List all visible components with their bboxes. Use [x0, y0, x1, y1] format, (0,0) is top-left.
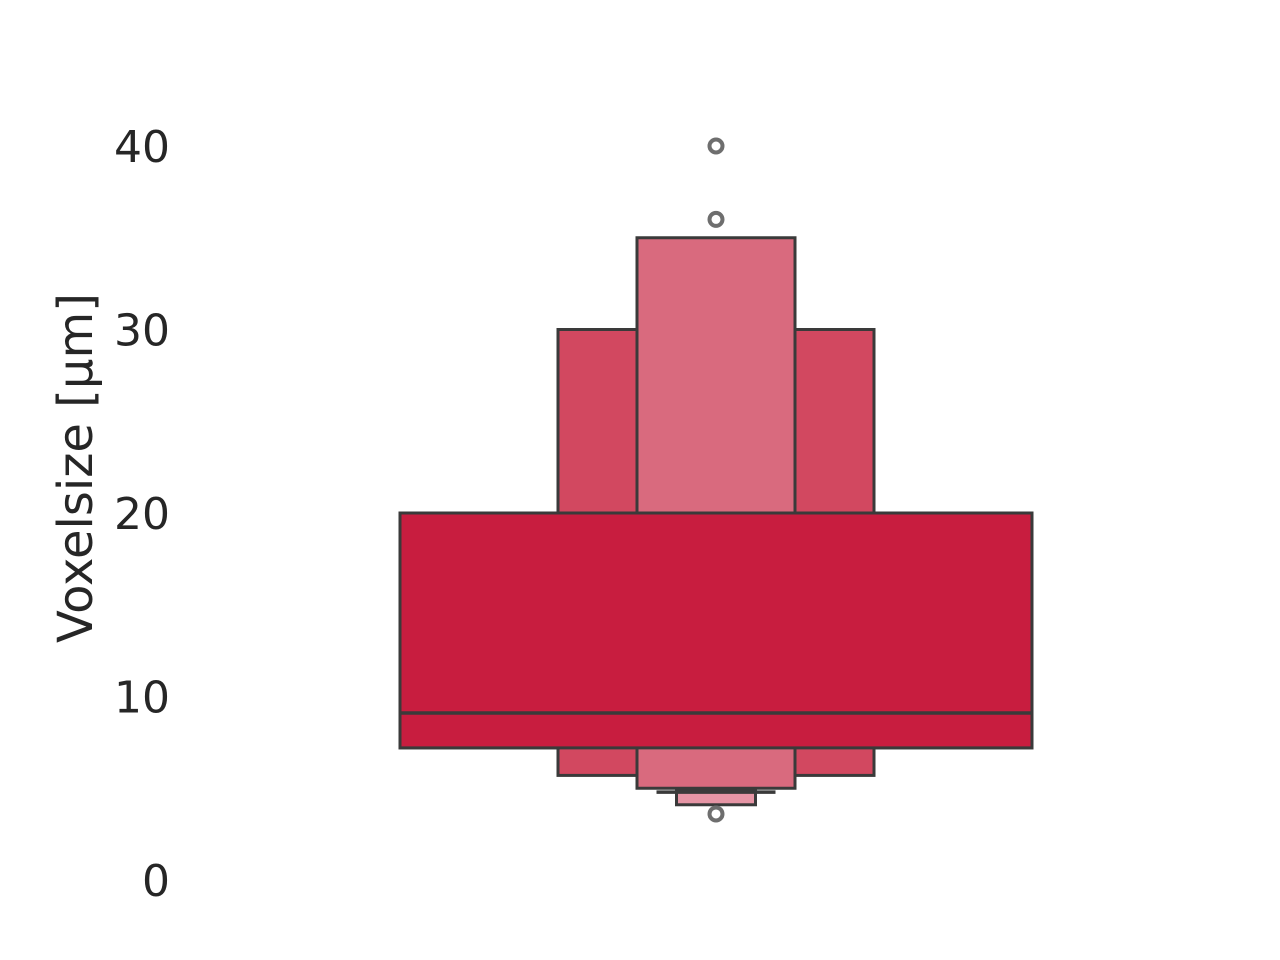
- outlier-point: [707, 137, 725, 155]
- boxen-boxes: [398, 236, 1034, 807]
- y-tick-label: 40: [114, 122, 170, 173]
- outlier-point: [707, 210, 725, 228]
- outlier-point: [707, 805, 725, 823]
- y-tick-label: 10: [114, 673, 170, 724]
- y-tick-label: 20: [114, 489, 170, 540]
- median-lines: [400, 711, 1032, 794]
- box-level-1-front: [398, 511, 1034, 750]
- y-tick-label: 0: [142, 856, 170, 907]
- y-tick-label: 30: [114, 306, 170, 357]
- y-axis-ticks: 0 10 20 30 40: [114, 122, 170, 907]
- y-axis-label: Voxelsize [µm]: [48, 293, 104, 643]
- outlier-points: [707, 137, 725, 823]
